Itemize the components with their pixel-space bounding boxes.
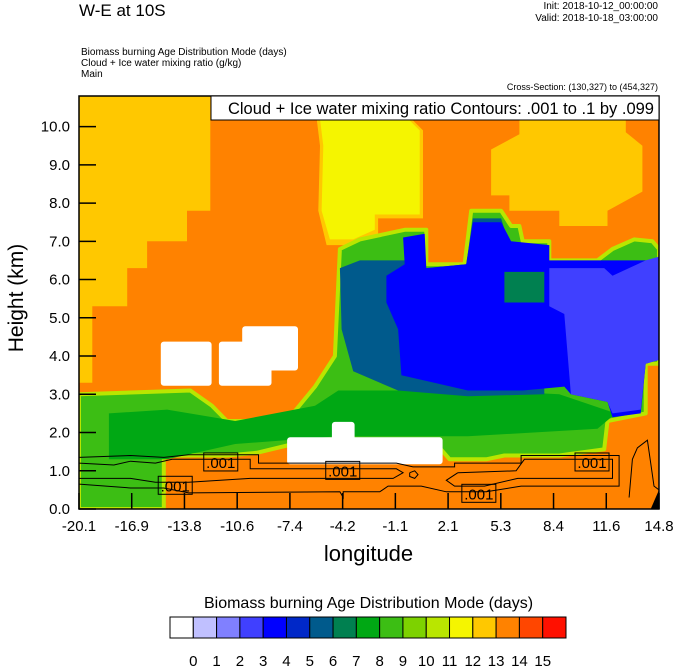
shaded-region xyxy=(504,271,545,303)
colorbar-swatch xyxy=(518,616,544,639)
colorbar-swatch xyxy=(169,616,194,639)
shaded-region xyxy=(287,437,443,465)
contour-label: .001 xyxy=(464,486,493,503)
x-tick-label: -4.2 xyxy=(330,518,356,535)
y-tick-label: 1.0 xyxy=(49,463,70,480)
y-tick-label: 7.0 xyxy=(49,233,70,250)
shaded-region xyxy=(650,489,659,509)
shaded-region xyxy=(549,256,659,414)
y-tick-label: 4.0 xyxy=(49,348,70,365)
x-tick-label: -13.8 xyxy=(167,518,201,535)
contour-label: .001 xyxy=(206,455,235,472)
contour-label: .001 xyxy=(328,463,357,480)
y-tick-label: 0.0 xyxy=(49,501,70,518)
colorbar-swatch xyxy=(192,616,218,639)
x-tick-label: -16.9 xyxy=(115,518,149,535)
y-tick-label: 6.0 xyxy=(49,272,70,289)
y-tick-label: 5.0 xyxy=(49,310,70,327)
colorbar-swatch xyxy=(542,616,567,639)
contour-label: .001 xyxy=(161,478,190,495)
field-label: Main xyxy=(81,69,103,80)
contour-line xyxy=(628,439,659,498)
field-label: Biomass burning Age Distribution Mode (d… xyxy=(81,47,287,58)
plot-title: W-E at 10S xyxy=(79,1,166,20)
valid-time: Valid: 2018-10-18_03:00:00 xyxy=(535,13,658,24)
contour-info: Cloud + Ice water mixing ratio Contours:… xyxy=(228,100,654,118)
shaded-region xyxy=(160,341,212,386)
colorbar-label: 6 xyxy=(329,653,337,667)
contour-label-box xyxy=(203,452,239,472)
x-tick-label: -10.6 xyxy=(220,518,254,535)
cross-section-label: Cross-Section: (130,327) to (454,327) xyxy=(506,82,658,92)
contour-line xyxy=(445,458,613,487)
field-label: Cloud + Ice water mixing ratio (g/kg) xyxy=(81,58,242,69)
contour-label-box xyxy=(574,452,610,472)
colorbar-label: 5 xyxy=(306,653,314,667)
colorbar-label: 9 xyxy=(399,653,407,667)
colorbar-label: 1 xyxy=(212,653,220,667)
x-tick-label: 14.8 xyxy=(644,518,673,535)
x-tick-label: -20.1 xyxy=(62,518,96,535)
colorbar-swatch xyxy=(216,616,241,639)
colorbar-title: Biomass burning Age Distribution Mode (d… xyxy=(203,595,534,612)
colorbar-swatch xyxy=(472,616,497,639)
colorbar-label: 15 xyxy=(534,653,551,667)
colorbar-swatch xyxy=(425,616,451,639)
y-tick-label: 10.0 xyxy=(41,119,70,136)
contour-label-box xyxy=(461,483,497,503)
y-tick-label: 9.0 xyxy=(49,157,70,174)
contour-info-box xyxy=(210,95,660,121)
x-tick-label: 11.6 xyxy=(592,518,620,535)
colorbar-label: 14 xyxy=(511,653,528,667)
colorbar-swatch xyxy=(355,616,381,639)
shaded-region xyxy=(79,96,211,383)
colorbar-swatch xyxy=(449,616,474,639)
colorbar-label: 4 xyxy=(282,653,290,667)
shaded-region xyxy=(242,326,298,371)
colorbar-swatch xyxy=(239,616,264,639)
colorbar-swatch xyxy=(379,616,404,639)
shaded-region xyxy=(331,421,355,447)
x-tick-label: 5.3 xyxy=(490,518,511,535)
colorbar-label: 7 xyxy=(352,653,360,667)
colorbar-label: 0 xyxy=(189,653,197,667)
shaded-region xyxy=(320,118,420,240)
colorbar-label: 12 xyxy=(464,653,481,667)
y-axis-label: Height (km) xyxy=(5,243,28,353)
colorbar-label: 13 xyxy=(488,653,505,667)
x-tick-label: -7.4 xyxy=(277,518,303,535)
shaded-region xyxy=(491,118,643,226)
colorbar-swatch xyxy=(285,616,311,639)
colorbar-swatch xyxy=(495,616,520,639)
colorbar-label: 8 xyxy=(375,653,383,667)
colorbar-label: 11 xyxy=(442,653,458,667)
y-tick-label: 2.0 xyxy=(49,425,70,442)
shaded-region xyxy=(108,390,616,460)
colorbar-swatch xyxy=(332,616,357,639)
y-tick-label: 8.0 xyxy=(49,195,70,212)
init-time: Init: 2018-10-12_00:00:00 xyxy=(543,1,658,12)
colorbar-swatch xyxy=(262,616,287,639)
x-tick-label: 2.1 xyxy=(438,518,459,535)
contour-line xyxy=(79,454,620,500)
colorbar-label: 2 xyxy=(236,653,244,667)
x-tick-label: -1.1 xyxy=(382,518,408,535)
y-tick-label: 3.0 xyxy=(49,386,70,403)
contour-label: .001 xyxy=(577,455,606,472)
contour-line xyxy=(409,470,419,479)
contour-label-box xyxy=(157,475,193,495)
x-axis-label: longitude xyxy=(323,541,414,566)
colorbar-label: 3 xyxy=(259,653,267,667)
colorbar-swatch xyxy=(309,616,334,639)
contour-label-box xyxy=(325,460,361,480)
colorbar-label: 10 xyxy=(418,653,435,667)
contour-line xyxy=(79,458,405,483)
colorbar-swatch xyxy=(402,616,427,639)
x-tick-label: 8.4 xyxy=(543,518,564,535)
